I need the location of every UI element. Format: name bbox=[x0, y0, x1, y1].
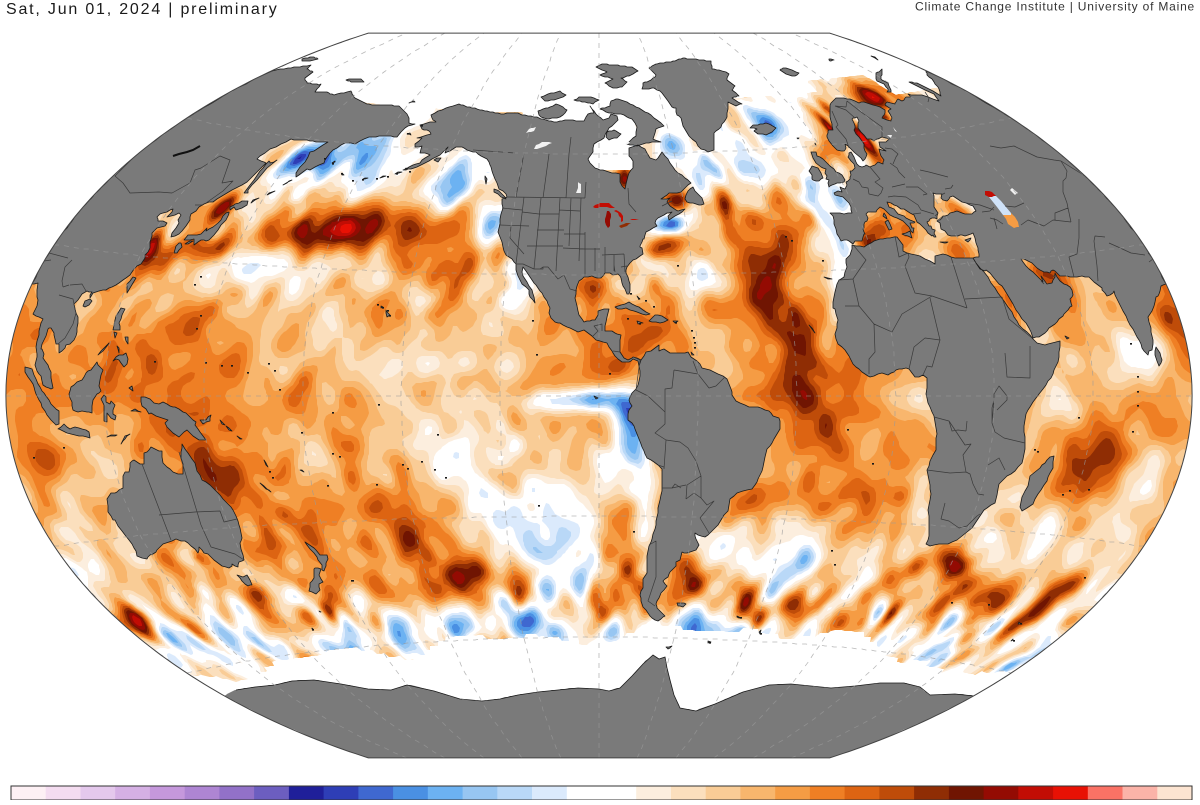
svg-text:Sat, Jun 01, 2024 | preliminar: Sat, Jun 01, 2024 | preliminary bbox=[6, 1, 279, 18]
svg-text:Climate Change Institute | Uni: Climate Change Institute | University of… bbox=[915, 0, 1195, 14]
